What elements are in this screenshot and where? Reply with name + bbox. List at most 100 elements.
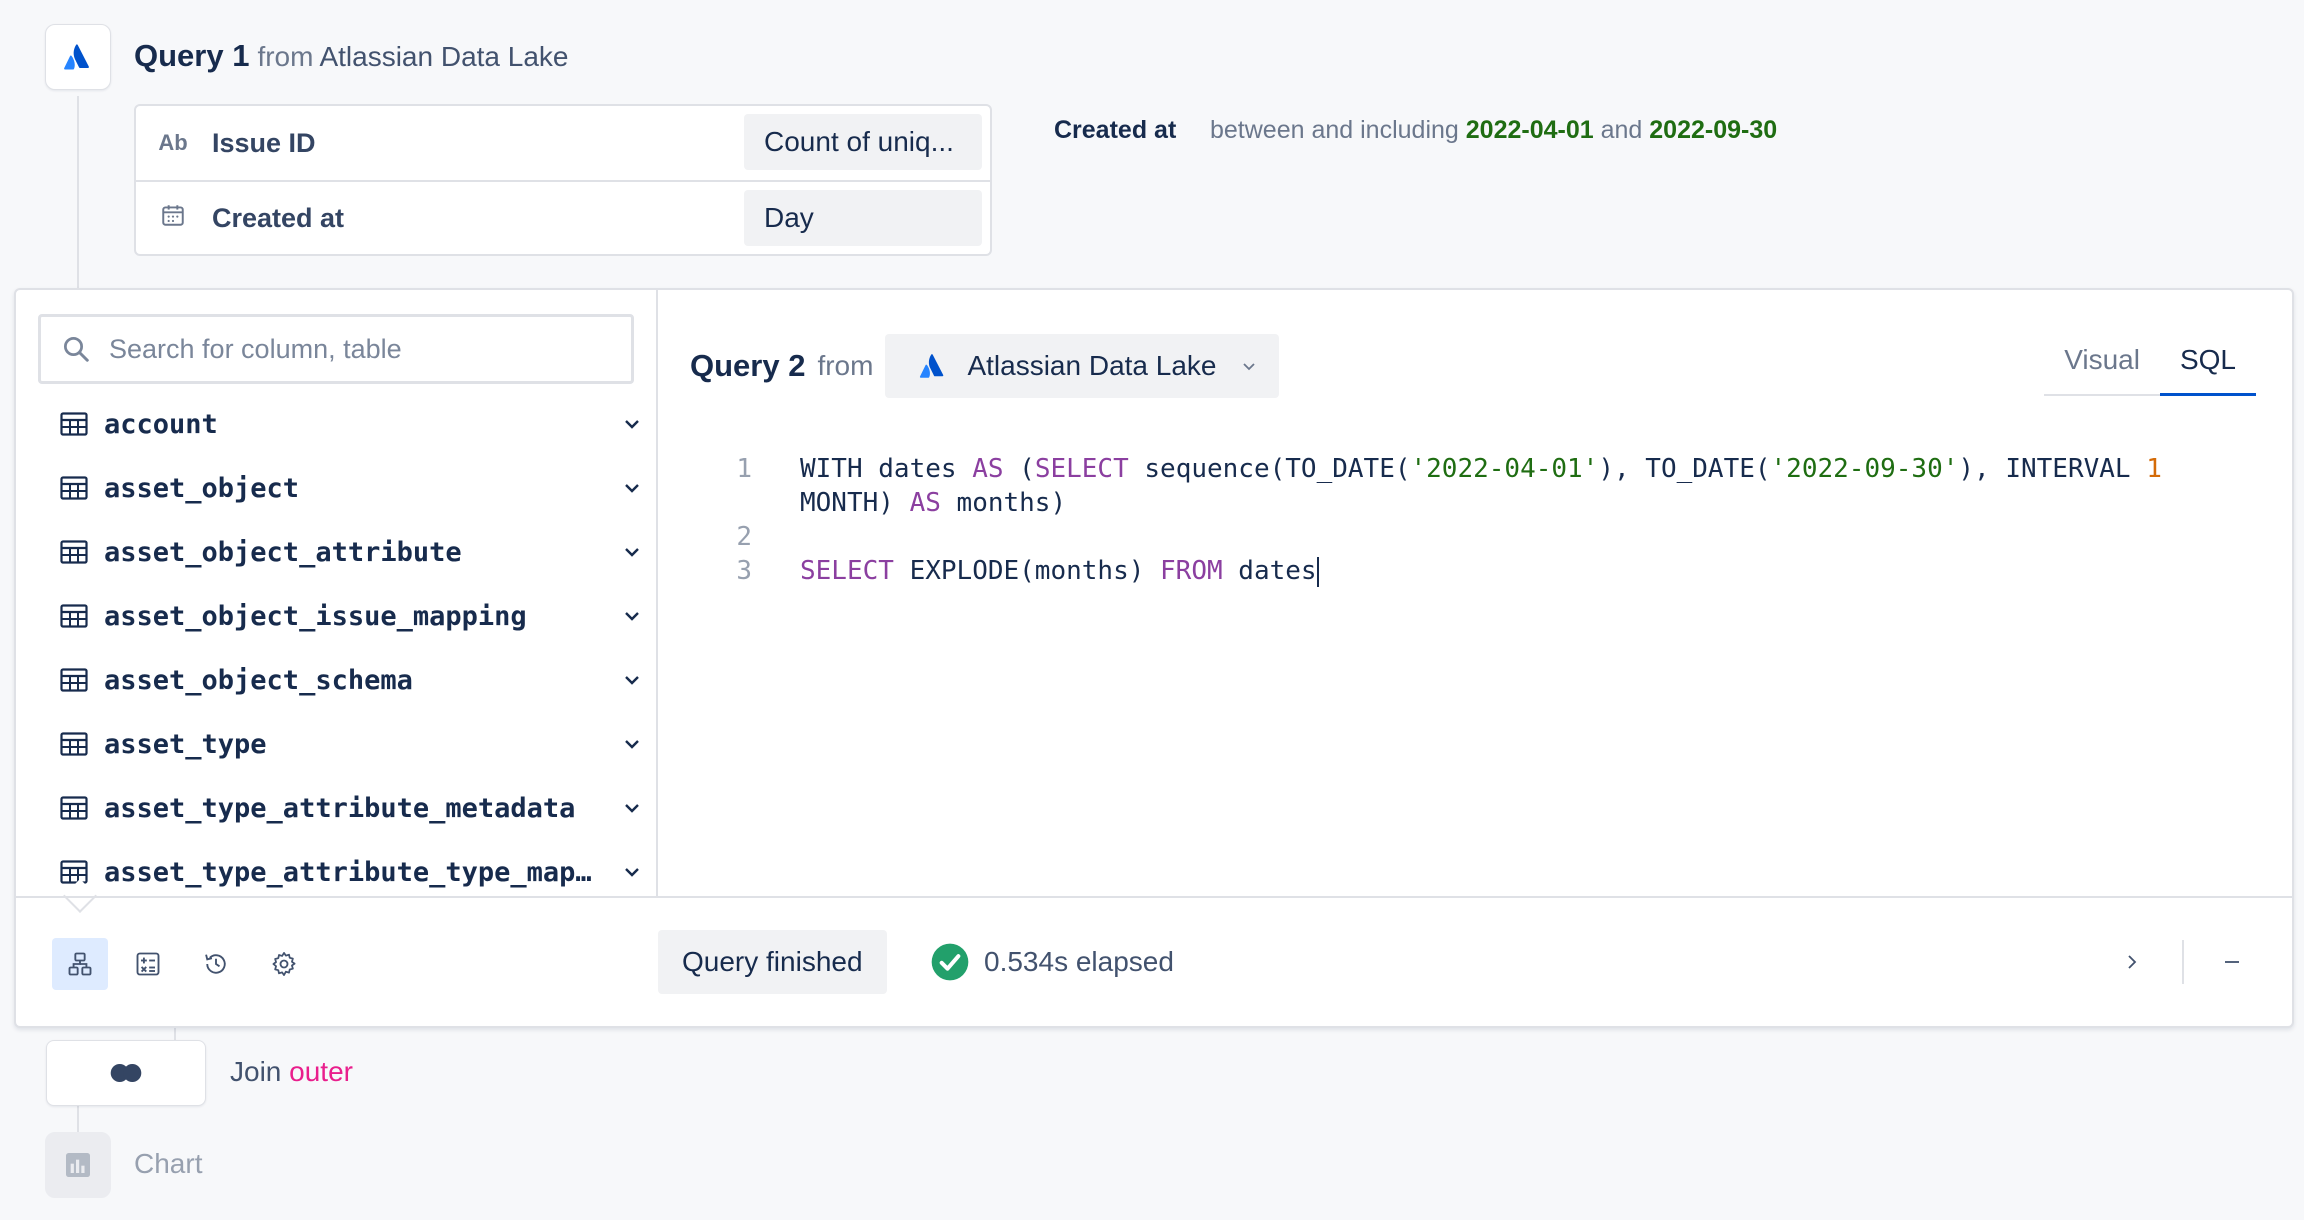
search-icon xyxy=(64,337,89,362)
table-name: asset_object xyxy=(104,472,300,504)
code-line: 1 WITH dates AS (SELECT sequence(TO_DATE… xyxy=(696,452,2256,486)
field-label: Created at xyxy=(212,202,345,233)
aggregation-select[interactable]: Count of uniq... xyxy=(744,114,982,170)
variables-tool-button[interactable] xyxy=(120,938,176,990)
table-name: account xyxy=(104,408,218,440)
pipeline-connector xyxy=(77,96,79,290)
chevron-down-icon[interactable] xyxy=(622,670,642,690)
hierarchy-icon xyxy=(68,952,92,976)
table-icon xyxy=(60,796,88,820)
chevron-down-icon[interactable] xyxy=(622,862,642,882)
granularity-select[interactable]: Day xyxy=(744,190,982,246)
filter-condition[interactable]: between and including 2022-04-01 and 202… xyxy=(1210,116,1777,145)
line-number: 3 xyxy=(736,556,752,586)
query2-title: Query 2 xyxy=(690,348,806,383)
chevron-down-icon[interactable] xyxy=(622,606,642,626)
panel-footer: Query finished 0.534s elapsed xyxy=(16,896,2292,1026)
join-label[interactable]: Join outer xyxy=(230,1056,353,1088)
gear-icon xyxy=(272,952,296,976)
table-list-item[interactable]: asset_type_attribute_metadata xyxy=(16,776,656,840)
query2-header: Query 2 from Atlassian Data Lake xyxy=(690,334,1279,398)
query1-field-row[interactable]: Ab Issue ID Count of uniq... xyxy=(136,106,990,180)
elapsed-label: 0.534s elapsed xyxy=(984,946,1174,977)
source-select[interactable]: Atlassian Data Lake xyxy=(885,334,1279,398)
field-label: Issue ID xyxy=(212,127,316,158)
table-icon xyxy=(60,668,88,692)
table-list-item[interactable]: asset_object_schema xyxy=(16,648,656,712)
minus-icon xyxy=(2225,961,2239,963)
atlassian-logo-icon xyxy=(64,44,89,70)
join-venn-icon xyxy=(110,1064,142,1082)
table-name: asset_type_attribute_metadata xyxy=(104,792,576,824)
schema-tool-button[interactable] xyxy=(52,938,108,990)
settings-tool-button[interactable] xyxy=(256,938,312,990)
tab-sql[interactable]: SQL xyxy=(2159,326,2257,396)
code-line: 3 SELECT EXPLODE(months) FROM dates xyxy=(696,554,2256,588)
query1-field-row[interactable]: Created at Day xyxy=(136,180,990,254)
pipeline-connector xyxy=(174,1028,176,1042)
query2-from: from xyxy=(817,350,874,381)
chevron-down-icon[interactable] xyxy=(622,798,642,818)
tab-visual[interactable]: Visual xyxy=(2064,344,2140,375)
query1-source: Atlassian Data Lake xyxy=(319,41,569,72)
check-circle-icon xyxy=(931,943,969,981)
chevron-down-icon[interactable] xyxy=(622,478,642,498)
table-name: asset_object_issue_mapping xyxy=(104,600,527,632)
view-tabs: Visual SQL xyxy=(2044,326,2257,396)
table-list-item[interactable]: asset_object xyxy=(16,456,656,520)
source-select-label: Atlassian Data Lake xyxy=(967,350,1217,381)
calendar-icon xyxy=(158,202,188,234)
chevron-down-icon[interactable] xyxy=(622,414,642,434)
table-icon xyxy=(60,732,88,756)
query1-from: from xyxy=(257,41,314,72)
code-line: 2 xyxy=(696,520,2256,554)
schema-browser: account asset_object asset_object_attribut… xyxy=(16,290,658,896)
history-tool-button[interactable] xyxy=(188,938,244,990)
sql-editor[interactable]: 1 WITH dates AS (SELECT sequence(TO_DATE… xyxy=(696,452,2256,588)
table-name: asset_object_attribute xyxy=(104,536,462,568)
chart-label: Chart xyxy=(134,1148,203,1179)
atlassian-logo-icon xyxy=(920,354,944,378)
query1-fields-table: Ab Issue ID Count of uniq... Created at … xyxy=(134,104,992,256)
text-type-icon: Ab xyxy=(158,130,188,155)
schema-search[interactable] xyxy=(38,314,634,384)
filter-joiner: and xyxy=(1600,116,1643,144)
chart-step-button[interactable] xyxy=(45,1132,111,1198)
chevron-down-icon xyxy=(1242,363,1255,371)
filter-operator: between and including xyxy=(1210,116,1459,144)
table-name: asset_type_attribute_type_mapp... xyxy=(104,856,594,888)
text-cursor xyxy=(1316,556,1319,587)
chevron-down-icon[interactable] xyxy=(622,734,642,754)
table-list: account asset_object asset_object_attribut… xyxy=(16,392,656,896)
table-list-item[interactable]: asset_object_attribute xyxy=(16,520,656,584)
filter-end-date: 2022-09-30 xyxy=(1649,116,1778,144)
query2-panel: account asset_object asset_object_attribut… xyxy=(14,288,2294,1028)
expand-results-button[interactable] xyxy=(2112,940,2152,984)
minimize-button[interactable] xyxy=(2212,940,2252,984)
query-status: Query finished xyxy=(658,930,887,994)
search-input[interactable] xyxy=(109,333,609,365)
filter-start-date: 2022-04-01 xyxy=(1465,116,1594,144)
join-step-button[interactable] xyxy=(46,1040,206,1106)
table-name: asset_object_schema xyxy=(104,664,413,696)
chevron-down-icon[interactable] xyxy=(622,542,642,562)
table-list-item[interactable]: account xyxy=(16,392,656,456)
chevron-right-icon xyxy=(2128,955,2137,969)
line-number: 1 xyxy=(736,454,752,484)
formula-icon xyxy=(136,952,160,976)
line-number: 2 xyxy=(736,522,752,552)
table-list-item[interactable]: asset_object_issue_mapping xyxy=(16,584,656,648)
query1-title: Query 1 from Atlassian Data Lake xyxy=(134,38,569,74)
table-icon xyxy=(60,412,88,436)
bar-chart-icon xyxy=(66,1153,90,1177)
table-icon xyxy=(60,476,88,500)
table-list-item[interactable]: asset_type xyxy=(16,712,656,776)
query1-name: Query 1 xyxy=(134,38,250,73)
table-list-item[interactable]: asset_type_attribute_type_mapp... xyxy=(16,840,656,896)
filter-field[interactable]: Created at xyxy=(1054,116,1177,144)
footer-divider xyxy=(2182,940,2184,984)
join-type: outer xyxy=(289,1056,353,1087)
query1-source-icon[interactable] xyxy=(45,24,111,90)
elapsed-time: 0.534s elapsed xyxy=(930,932,1174,992)
code-line: MONTH) AS months) xyxy=(800,488,1067,518)
